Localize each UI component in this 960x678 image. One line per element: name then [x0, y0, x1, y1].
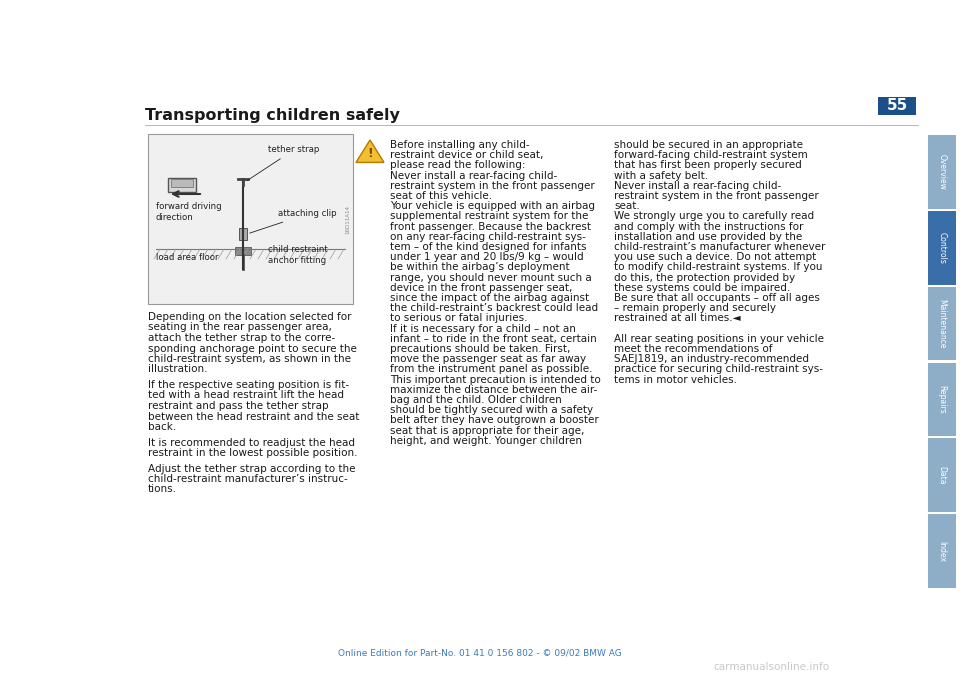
Text: maximize the distance between the air-: maximize the distance between the air-	[390, 385, 597, 395]
Text: This important precaution is intended to: This important precaution is intended to	[390, 375, 601, 384]
Text: Index: Index	[938, 540, 947, 561]
Text: Adjust the tether strap according to the: Adjust the tether strap according to the	[148, 464, 355, 473]
Text: do this, the protection provided by: do this, the protection provided by	[614, 273, 795, 283]
Text: Your vehicle is equipped with an airbag: Your vehicle is equipped with an airbag	[390, 201, 595, 212]
Text: with a safety belt.: with a safety belt.	[614, 171, 708, 180]
Text: please read the following:: please read the following:	[390, 161, 525, 170]
Text: supplemental restraint system for the: supplemental restraint system for the	[390, 212, 588, 222]
Text: should be tightly secured with a safety: should be tightly secured with a safety	[390, 405, 593, 415]
Text: child-restraint manufacturer’s instruc-: child-restraint manufacturer’s instruc-	[148, 474, 348, 484]
Text: move the passenger seat as far away: move the passenger seat as far away	[390, 354, 587, 364]
Bar	[928, 363, 956, 437]
Text: SAEJ1819, an industry-recommended: SAEJ1819, an industry-recommended	[614, 354, 809, 364]
Text: device in the front passenger seat,: device in the front passenger seat,	[390, 283, 572, 293]
Text: attaching clip: attaching clip	[250, 210, 337, 233]
Text: that has first been properly secured: that has first been properly secured	[614, 161, 802, 170]
Text: restraint and pass the tether strap: restraint and pass the tether strap	[148, 401, 328, 411]
Bar	[928, 287, 956, 361]
Text: restraint device or child seat,: restraint device or child seat,	[390, 151, 543, 160]
Text: child-restraint system, as shown in the: child-restraint system, as shown in the	[148, 354, 351, 364]
Text: load area floor: load area floor	[156, 253, 219, 262]
Text: restraint in the lowest possible position.: restraint in the lowest possible positio…	[148, 448, 357, 458]
Bar	[878, 97, 916, 115]
Text: – remain properly and securely: – remain properly and securely	[614, 303, 776, 313]
Text: 16D11A14: 16D11A14	[345, 205, 350, 233]
Text: infant – to ride in the front seat, certain: infant – to ride in the front seat, cert…	[390, 334, 597, 344]
Text: Transporting children safely: Transporting children safely	[145, 108, 400, 123]
Text: the child-restraint’s backrest could lead: the child-restraint’s backrest could lea…	[390, 303, 598, 313]
Text: between the head restraint and the seat: between the head restraint and the seat	[148, 412, 359, 422]
Text: tem – of the kind designed for infants: tem – of the kind designed for infants	[390, 242, 587, 252]
Text: belt after they have outgrown a booster: belt after they have outgrown a booster	[390, 416, 599, 425]
Text: precautions should be taken. First,: precautions should be taken. First,	[390, 344, 570, 354]
Text: forward driving
direction: forward driving direction	[156, 202, 222, 222]
Text: practice for securing child-restraint sys-: practice for securing child-restraint sy…	[614, 364, 823, 374]
Bar	[168, 178, 196, 192]
Bar	[239, 228, 247, 240]
Text: We strongly urge you to carefully read: We strongly urge you to carefully read	[614, 212, 814, 222]
Text: seat.: seat.	[614, 201, 639, 212]
Bar	[928, 514, 956, 588]
Text: installation and use provided by the: installation and use provided by the	[614, 232, 803, 242]
Text: Never install a rear-facing child-: Never install a rear-facing child-	[390, 171, 557, 180]
Bar	[148, 134, 353, 304]
Text: tems in motor vehicles.: tems in motor vehicles.	[614, 375, 737, 384]
Text: back.: back.	[148, 422, 177, 432]
Text: Overview: Overview	[938, 154, 947, 190]
Text: child restraint
anchor fitting: child restraint anchor fitting	[268, 245, 327, 265]
Text: All rear seating positions in your vehicle: All rear seating positions in your vehic…	[614, 334, 824, 344]
Text: restraint system in the front passenger: restraint system in the front passenger	[614, 191, 819, 201]
Text: from the instrument panel as possible.: from the instrument panel as possible.	[390, 364, 592, 374]
Text: forward-facing child-restraint system: forward-facing child-restraint system	[614, 151, 807, 160]
Text: Data: Data	[938, 466, 947, 485]
Text: child-restraint’s manufacturer whenever: child-restraint’s manufacturer whenever	[614, 242, 826, 252]
Text: ted with a head restraint lift the head: ted with a head restraint lift the head	[148, 391, 344, 401]
Text: on any rear-facing child-restraint sys-: on any rear-facing child-restraint sys-	[390, 232, 586, 242]
Text: tether strap: tether strap	[248, 146, 320, 180]
Text: Before installing any child-: Before installing any child-	[390, 140, 530, 150]
Text: seat of this vehicle.: seat of this vehicle.	[390, 191, 492, 201]
Text: meet the recommendations of: meet the recommendations of	[614, 344, 773, 354]
Bar	[928, 211, 956, 285]
Text: front passenger. Because the backrest: front passenger. Because the backrest	[390, 222, 591, 232]
Text: Maintenance: Maintenance	[938, 299, 947, 348]
Text: and comply with the instructions for: and comply with the instructions for	[614, 222, 804, 232]
Text: Never install a rear-facing child-: Never install a rear-facing child-	[614, 181, 781, 191]
Bar	[928, 135, 956, 209]
Text: to modify child-restraint systems. If you: to modify child-restraint systems. If yo…	[614, 262, 823, 273]
Bar	[928, 439, 956, 512]
Text: height, and weight. Younger children: height, and weight. Younger children	[390, 436, 582, 446]
Text: under 1 year and 20 lbs/9 kg – would: under 1 year and 20 lbs/9 kg – would	[390, 252, 584, 262]
Text: carmanualsonline.info: carmanualsonline.info	[714, 662, 830, 672]
Text: attach the tether strap to the corre-: attach the tether strap to the corre-	[148, 333, 335, 343]
Text: illustration.: illustration.	[148, 365, 207, 374]
Text: to serious or fatal injuries.: to serious or fatal injuries.	[390, 313, 527, 323]
Text: you use such a device. Do not attempt: you use such a device. Do not attempt	[614, 252, 816, 262]
Text: seating in the rear passenger area,: seating in the rear passenger area,	[148, 323, 332, 332]
Bar	[171, 179, 193, 187]
Text: Repairs: Repairs	[938, 385, 947, 414]
Text: seat that is appropriate for their age,: seat that is appropriate for their age,	[390, 426, 585, 435]
Text: be within the airbag’s deployment: be within the airbag’s deployment	[390, 262, 569, 273]
Text: tions.: tions.	[148, 485, 177, 494]
Text: If the respective seating position is fit-: If the respective seating position is fi…	[148, 380, 349, 390]
Text: Online Edition for Part-No. 01 41 0 156 802 - © 09/02 BMW AG: Online Edition for Part-No. 01 41 0 156 …	[338, 648, 622, 657]
Text: restraint system in the front passenger: restraint system in the front passenger	[390, 181, 595, 191]
Text: restrained at all times.◄: restrained at all times.◄	[614, 313, 740, 323]
Text: range, you should never mount such a: range, you should never mount such a	[390, 273, 591, 283]
Text: If it is necessary for a child – not an: If it is necessary for a child – not an	[390, 323, 576, 334]
Text: sponding anchorage point to secure the: sponding anchorage point to secure the	[148, 344, 357, 353]
Text: Depending on the location selected for: Depending on the location selected for	[148, 312, 351, 322]
Text: It is recommended to readjust the head: It is recommended to readjust the head	[148, 437, 355, 447]
Text: since the impact of the airbag against: since the impact of the airbag against	[390, 293, 589, 303]
Text: Controls: Controls	[938, 232, 947, 264]
Text: !: !	[367, 147, 372, 160]
Polygon shape	[356, 140, 384, 163]
Text: bag and the child. Older children: bag and the child. Older children	[390, 395, 562, 405]
Text: these systems could be impaired.: these systems could be impaired.	[614, 283, 790, 293]
Text: should be secured in an appropriate: should be secured in an appropriate	[614, 140, 803, 150]
Bar	[235, 247, 251, 255]
Text: 55: 55	[886, 98, 907, 113]
Text: Be sure that all occupants – off all ages: Be sure that all occupants – off all age…	[614, 293, 820, 303]
